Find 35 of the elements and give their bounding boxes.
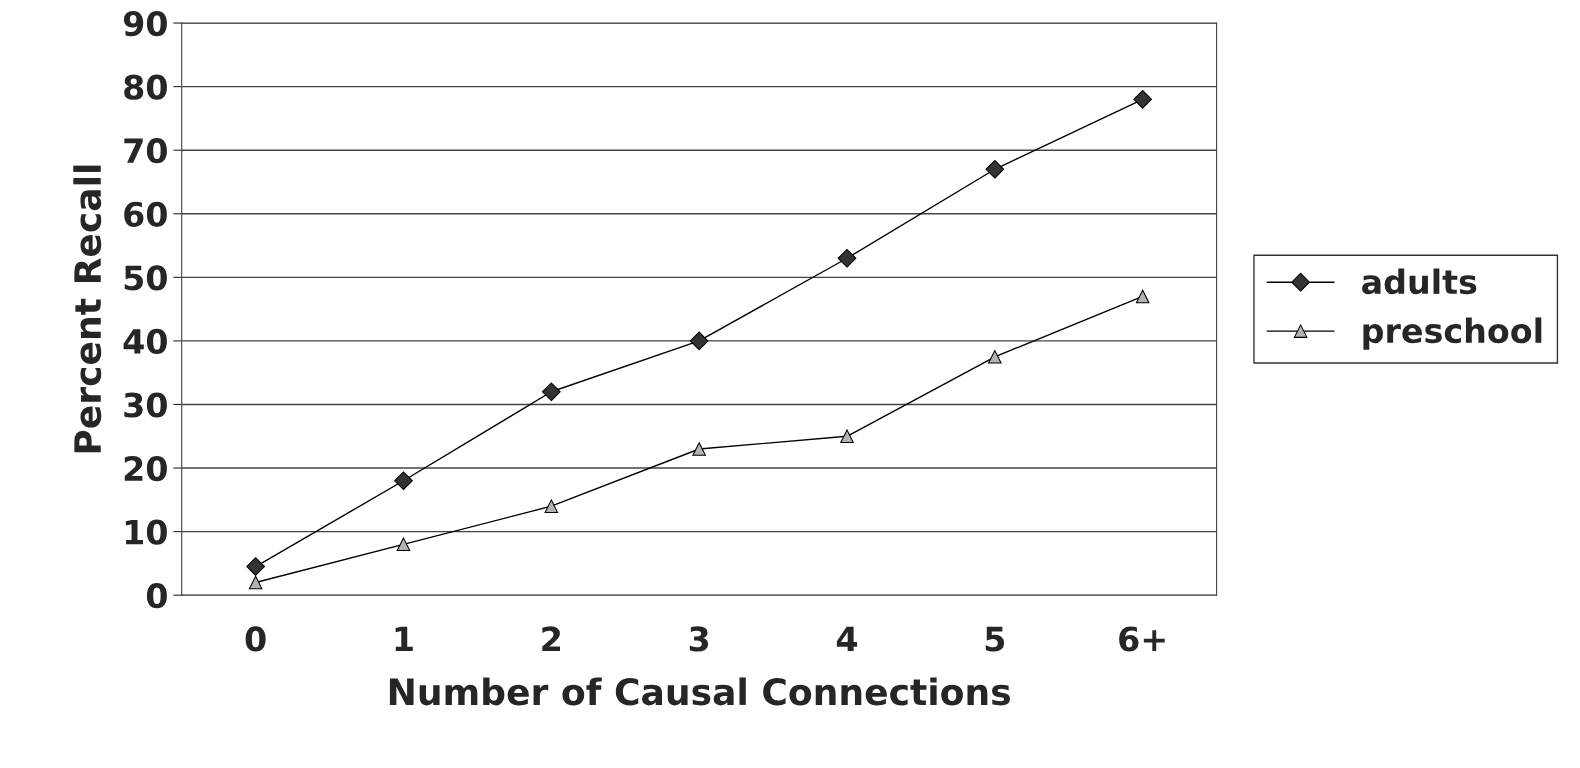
x-tick-label: 0 [245, 626, 266, 652]
x-tick-label: 6+ [1119, 626, 1165, 652]
x-tick-label: 5 [985, 626, 1005, 652]
y-tick-label: 90 [123, 10, 167, 37]
y-tick-label: 0 [146, 583, 167, 609]
x-tick-label: 1 [395, 626, 413, 652]
legend-label: adults [1362, 268, 1477, 295]
point [248, 575, 263, 590]
y-tick-label: 10 [125, 519, 167, 545]
y-tick-label: 50 [124, 265, 167, 291]
point [985, 159, 1005, 179]
point [246, 557, 265, 576]
x-tick-label: 2 [542, 626, 561, 652]
y-tick-label: 20 [124, 455, 167, 482]
point [988, 350, 1002, 364]
y-tick-label: 70 [124, 138, 167, 164]
point [394, 471, 413, 491]
point [840, 429, 854, 444]
point [544, 499, 559, 513]
y-tick-label: 40 [123, 328, 167, 355]
x-axis-title: Number of Causal Connections [389, 677, 1010, 706]
point [1133, 89, 1153, 109]
y-tick-label: 30 [124, 392, 167, 418]
y-tick-label: 60 [124, 201, 167, 227]
x-tick-label: 4 [836, 626, 858, 652]
y-tick-label: 80 [124, 74, 167, 100]
x-tick-label: 3 [689, 626, 709, 652]
point [541, 382, 561, 402]
point [1135, 289, 1150, 304]
point [837, 248, 857, 268]
point [689, 331, 709, 351]
point [692, 442, 706, 456]
point [396, 537, 411, 552]
y-axis-title: Percent Recall [73, 165, 102, 453]
legend-label: preschool [1363, 317, 1542, 350]
